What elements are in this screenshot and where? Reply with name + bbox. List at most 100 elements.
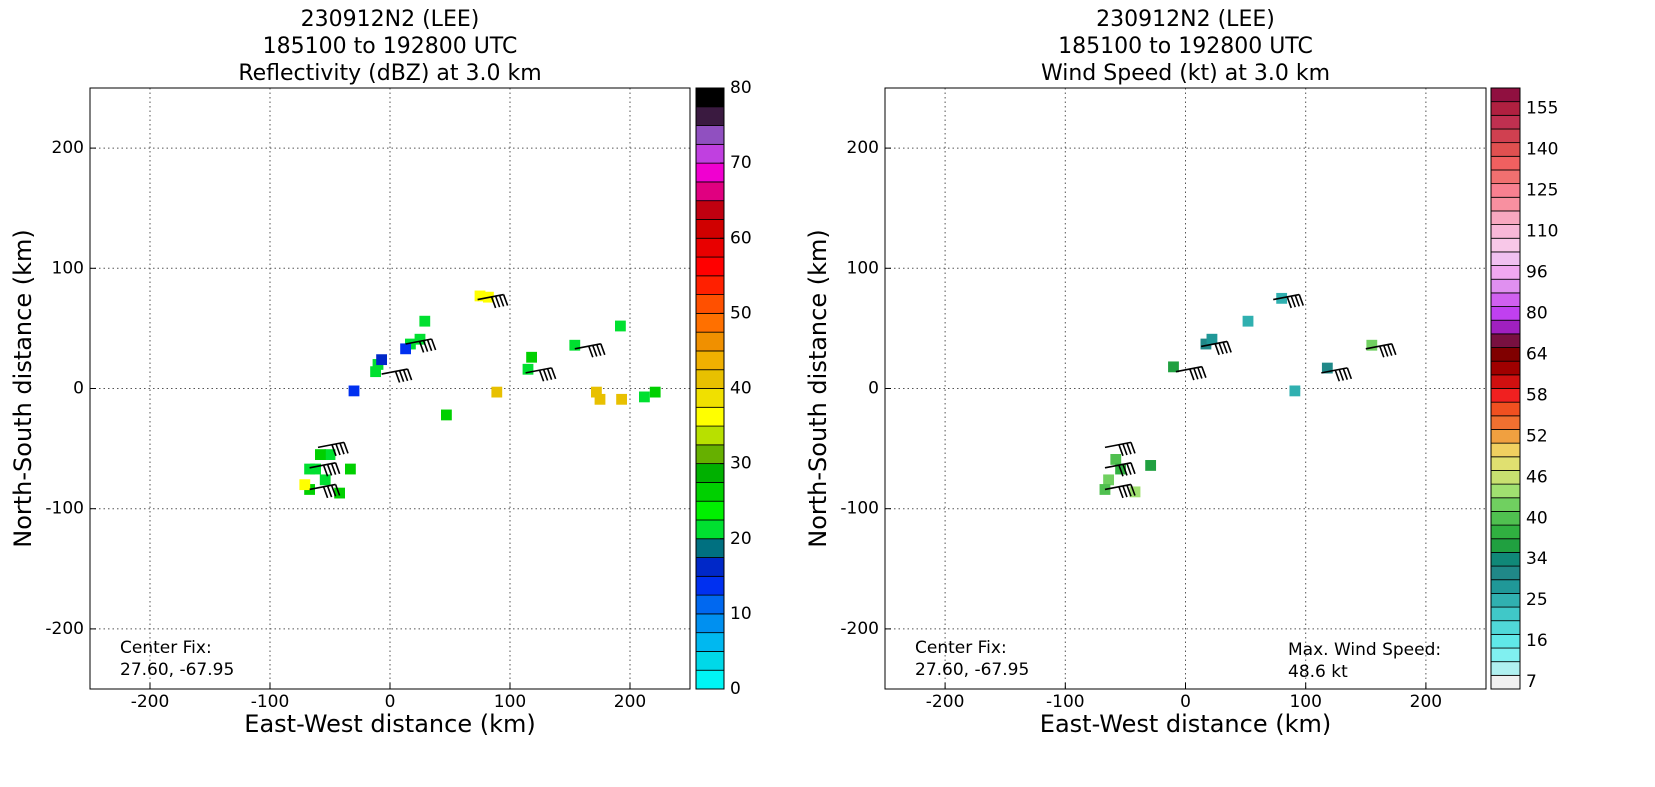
y-tick-label: 0 (868, 379, 879, 399)
barb-flag (1118, 464, 1124, 477)
barb-flag (600, 343, 606, 356)
barb-shaft (1175, 365, 1203, 373)
barb-flag (426, 339, 433, 352)
x-tick-label: 200 (614, 692, 646, 712)
barb-flag (1189, 368, 1195, 381)
echo-cell (310, 463, 321, 475)
barb-shaft (1104, 483, 1132, 491)
wind-barb (1175, 365, 1207, 381)
barb-flag (498, 295, 505, 307)
colorbar-tick-label: 125 (1526, 180, 1558, 200)
colorbar-tick-label: 60 (730, 228, 752, 248)
barb-flag (331, 444, 337, 457)
barb-flag (334, 462, 341, 475)
barb-flag (1214, 343, 1220, 356)
colorbar-box (695, 575, 725, 596)
barb-flag (1126, 463, 1132, 475)
echo-cell (345, 463, 356, 475)
x-tick-label: -100 (1046, 692, 1085, 712)
barb-flag (330, 463, 337, 475)
barb-flag (1130, 442, 1136, 454)
colorbar-box (1490, 169, 1521, 185)
colorbar-tick-label: 58 (1526, 385, 1548, 405)
colorbar-frame (1490, 87, 1521, 690)
colorbar-box (1490, 401, 1521, 417)
barb-flag (1122, 443, 1128, 456)
barb-flag (1222, 341, 1228, 354)
barb-shaft (317, 441, 345, 449)
colorbar-tick-label: 70 (730, 153, 752, 173)
y-axis-label: North-South distance (km) (9, 229, 37, 548)
x-tick-label: 100 (1289, 692, 1321, 712)
colorbar-box (1490, 87, 1521, 103)
colorbar-box (1490, 183, 1521, 198)
echo-cell (1321, 362, 1333, 374)
barb-flag (339, 442, 345, 455)
colorbar-box (1490, 224, 1521, 239)
chart-title: Reflectivity (dBZ) at 3.0 km (238, 61, 541, 86)
colorbar-box (1490, 524, 1521, 540)
echo-cell (1110, 454, 1122, 465)
colorbar-box (695, 331, 725, 352)
y-axis-label: North-South distance (km) (804, 229, 832, 548)
colorbar-box (695, 538, 725, 558)
colorbar-box (1490, 196, 1521, 212)
wind-barb (317, 441, 349, 457)
x-tick-label: 0 (1180, 692, 1191, 712)
barb-flag (1122, 485, 1128, 498)
y-tick-label: -200 (840, 619, 879, 639)
colorbar-box (1490, 592, 1521, 608)
colorbar-box (1490, 319, 1521, 335)
colorbar-box (695, 632, 725, 652)
colorbar-box (695, 500, 725, 521)
barb-flag (1193, 367, 1199, 380)
barb-shaft (1273, 293, 1300, 301)
barb-flag (430, 338, 437, 351)
y-tick-label: -100 (45, 499, 84, 519)
colorbar-box (1490, 470, 1521, 485)
colorbar-tick-label: 25 (1526, 590, 1548, 610)
colorbar-box (1490, 128, 1521, 144)
colorbar-tick-label: 10 (730, 604, 752, 624)
barb-flag (335, 443, 341, 456)
barb-shaft (574, 343, 601, 350)
barb-shaft (309, 483, 336, 491)
echo-cell (1242, 315, 1254, 327)
barb-flag (394, 371, 401, 383)
chart-title: 230912N2 (LEE) (301, 7, 480, 32)
colorbar-box (695, 106, 725, 126)
colorbar-box (695, 388, 725, 408)
colorbar-box (1490, 647, 1521, 663)
echo-cell (299, 479, 311, 491)
y-tick-label: -100 (840, 499, 879, 519)
barb-shaft (1200, 340, 1228, 348)
annotation: Center Fix: (120, 638, 212, 658)
colorbar-box (695, 482, 725, 502)
barb-shaft (381, 368, 408, 375)
colorbar-box (1490, 374, 1521, 389)
colorbar-frame (695, 87, 725, 690)
colorbar-box (695, 237, 725, 258)
barb-flag (1334, 370, 1341, 382)
colorbar-box (1490, 347, 1521, 362)
wind-barb (1200, 340, 1232, 356)
barb-shaft (309, 462, 336, 469)
echo-cell (419, 315, 431, 327)
echo-cell (304, 463, 315, 475)
plot-frame (89, 87, 691, 690)
colorbar-box (1490, 661, 1521, 676)
colorbar-box (1490, 456, 1521, 471)
y-tick-label: 100 (847, 258, 879, 278)
colorbar-tick-label: 7 (1526, 672, 1537, 692)
barb-flag (592, 345, 598, 357)
barb-flag (326, 485, 333, 498)
echo-cell (649, 386, 661, 398)
colorbar-box (695, 275, 725, 295)
colorbar-box (1490, 429, 1521, 444)
echo-cell (526, 351, 537, 363)
barb-shaft (405, 338, 432, 345)
colorbar-tick-label: 30 (730, 454, 752, 474)
y-tick-label: 200 (847, 138, 879, 158)
barb-flag (343, 442, 349, 454)
barb-shaft (1365, 343, 1392, 350)
